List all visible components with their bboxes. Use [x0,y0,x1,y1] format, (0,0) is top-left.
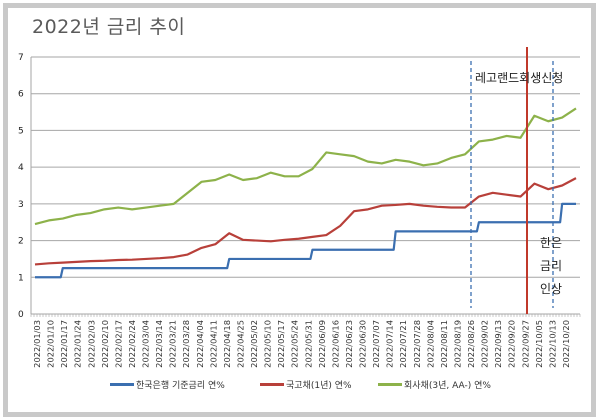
x-tick-label: 2022/02/17 [113,320,123,368]
x-tick-label: 2022/09/13 [493,320,503,368]
chart-title: 2022년 금리 추이 [32,16,186,38]
x-tick-label: 2022/02/10 [100,320,110,368]
x-tick-label: 2022/10/20 [561,320,571,368]
series-line [34,107,577,226]
x-tick-label: 2022/04/18 [222,320,232,368]
y-tick-label: 3 [18,200,24,210]
x-axis: 2022/01/03 2022/01/10 2022/01/17 2022/01/24… [30,313,581,368]
legend-item-treasury-1y[interactable]: 국고채(1년) 연% [260,378,352,391]
x-tick-label: 2022/09/27 [520,320,530,368]
legend-item-corporate-3y[interactable]: 회사채(3년, AA-) 연% [378,378,491,391]
y-tick-label: 2 [18,237,24,247]
x-tick-label: 2022/08/26 [466,320,476,368]
x-tick-label: 2022/05/31 [303,320,313,368]
annotation-bok-3: 인상 [540,282,562,296]
x-tick-label: 2022/07/21 [398,320,408,368]
x-tick-label: 2022/09/20 [507,320,517,368]
x-tick-label: 2022/06/09 [317,320,327,368]
x-tick-label: 2022/03/28 [181,320,191,368]
x-tick-label: 2022/01/24 [73,320,83,368]
x-tick-label: 2022/10/05 [534,320,544,368]
series-line [35,202,576,279]
x-tick-label: 2022/06/30 [358,320,368,368]
x-tick-label: 2022/01/03 [32,320,42,368]
x-tick-label: 2022/01/10 [46,320,56,368]
x-tick-label: 2022/06/16 [330,320,340,368]
x-tick-label: 2022/04/04 [195,320,205,368]
annotation-bok-1: 한은 [540,236,562,250]
x-tick-label: 2022/05/10 [263,320,273,368]
x-tick-label: 2022/06/23 [344,320,354,368]
y-tick-label: 1 [18,273,24,283]
y-tick-label: 7 [18,53,24,63]
x-tick-label: 2022/03/21 [168,320,178,368]
x-tick-label: 2022/07/07 [371,320,381,368]
legend-swatch-blue [110,383,134,386]
x-tick-label: 2022/02/24 [127,320,137,368]
legend-label: 회사채(3년, AA-) 연% [404,381,491,391]
x-tick-label: 2022/04/25 [235,320,245,368]
y-tick-label: 5 [18,126,24,136]
x-tick-label: 2022/08/04 [425,320,435,368]
legend-item-base-rate[interactable]: 한국은행 기준금리 연% [110,378,225,391]
y-axis-ticks: 0 1 2 3 4 5 6 7 [18,53,24,320]
legend-label: 한국은행 기준금리 연% [136,381,225,391]
y-tick-label: 0 [18,310,24,320]
x-tick-label: 2022/08/19 [452,320,462,368]
x-tick-label: 2022/05/24 [290,320,300,368]
x-tick-label: 2022/08/11 [439,320,449,368]
annotation-bok-2: 금리 [540,259,562,273]
x-tick-label: 2022/05/02 [249,320,259,368]
y-tick-label: 4 [18,163,24,173]
x-tick-label: 2022/03/14 [154,320,164,368]
legend-label: 국고채(1년) 연% [286,381,352,391]
grid-lines [30,56,580,314]
x-tick-label: 2022/02/03 [86,320,96,368]
x-tick-label: 2022/03/04 [141,320,151,368]
series-line [34,177,577,266]
x-tick-label: 2022/07/14 [385,320,395,368]
x-tick-label: 2022/01/17 [59,320,69,368]
x-tick-label: 2022/10/13 [547,320,557,368]
y-tick-label: 6 [18,90,24,100]
x-tick-label: 2022/04/11 [208,320,218,368]
x-tick-label: 2022/09/02 [480,320,490,368]
legend-swatch-green [378,383,402,386]
series-lines [34,107,577,279]
x-tick-label: 2022/05/17 [276,320,286,368]
x-tick-label: 2022/07/28 [412,320,422,368]
annotation-legoland: 레고랜드회생신청 [475,71,563,85]
annotation-lines [470,47,554,314]
legend-swatch-red [260,383,284,386]
